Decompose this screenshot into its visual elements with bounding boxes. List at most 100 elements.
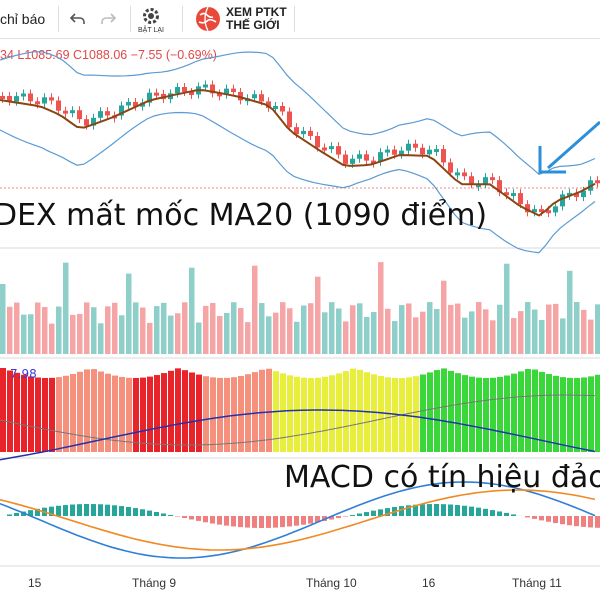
volume-bar <box>371 312 377 354</box>
macd-histogram-bar <box>245 516 250 528</box>
settings-caption: BẬT LẠI <box>138 26 164 34</box>
volume-bar <box>504 263 510 354</box>
macd-histogram-bar <box>315 516 320 523</box>
macd-histogram-bar <box>497 511 502 516</box>
ohlc-low: L1085.69 <box>17 48 70 62</box>
world-analysis-link[interactable]: XEM PTKT THẾ GIỚI <box>194 0 287 38</box>
macd-histogram-bar <box>532 516 537 519</box>
candle <box>385 149 390 153</box>
macd-histogram-bar <box>140 509 145 516</box>
candle <box>238 92 243 101</box>
volume-bar <box>126 273 132 354</box>
volume-bar <box>532 309 538 354</box>
candle <box>511 193 516 197</box>
indicator-pane <box>0 368 600 461</box>
candle <box>560 194 565 207</box>
volume-bar <box>182 302 188 354</box>
volume-bar <box>259 303 265 354</box>
candle <box>427 149 432 155</box>
candle <box>483 177 488 185</box>
candle <box>581 190 586 198</box>
indicator-bar <box>434 370 440 452</box>
gear-icon <box>143 7 159 24</box>
candle <box>462 172 467 177</box>
macd-histogram-bar <box>70 504 75 516</box>
indicator-bar <box>301 377 307 452</box>
indicator-bar <box>35 377 41 452</box>
candle <box>308 130 313 136</box>
undo-button[interactable] <box>68 0 88 38</box>
macd-histogram-bar <box>567 516 572 526</box>
candle <box>210 84 215 94</box>
candle <box>420 147 425 155</box>
indicator-bar <box>385 377 391 452</box>
indicator-bar <box>378 376 384 452</box>
macd-pane <box>0 481 600 559</box>
volume-bar <box>490 320 496 354</box>
candle <box>364 154 369 161</box>
ma20-path <box>0 89 596 217</box>
macd-histogram-bar <box>28 510 33 516</box>
indicator-bar <box>21 374 27 452</box>
macd-histogram-bar <box>434 504 439 516</box>
indicator-bar <box>217 377 223 452</box>
volume-bar <box>77 313 83 354</box>
macd-histogram-bar <box>217 516 222 525</box>
macd-histogram-bar <box>525 516 530 518</box>
volume-bars <box>0 262 600 354</box>
macd-histogram-bar <box>364 512 369 516</box>
time-axis-label: 16 <box>422 576 436 590</box>
indicator-bar <box>483 377 489 452</box>
candle <box>441 149 446 163</box>
macd-histogram-bar <box>63 505 68 516</box>
indicator-bar <box>140 377 146 452</box>
macd-histogram-bar <box>581 516 586 527</box>
volume-bar <box>553 303 559 354</box>
volume-bar <box>511 318 517 354</box>
candle <box>490 177 495 181</box>
globe-icon <box>196 6 220 32</box>
volume-bar <box>35 302 41 354</box>
candle <box>497 180 502 193</box>
candle <box>42 97 47 104</box>
volume-bar <box>161 302 167 354</box>
time-axis-label: 15 <box>28 576 42 590</box>
macd-histogram-bar <box>287 516 292 527</box>
macd-histogram-bar <box>476 507 481 516</box>
volume-bar <box>287 308 293 354</box>
indicators-button[interactable]: chỉ báo <box>0 0 45 38</box>
volume-bar <box>378 262 384 354</box>
volume-bar <box>133 302 139 354</box>
redo-button[interactable] <box>98 0 118 38</box>
volume-bar <box>525 302 531 354</box>
macd-histogram-bar <box>210 516 215 524</box>
indicator-bar <box>588 376 594 452</box>
indicator-bar <box>154 375 160 452</box>
volume-bar <box>308 303 314 354</box>
macd-histogram-bar <box>539 516 544 521</box>
macd-histogram-bar <box>553 516 558 524</box>
candle <box>378 152 383 162</box>
macd-histogram-bar <box>91 504 96 516</box>
indicator-bar <box>308 377 314 452</box>
macd-histogram-bar <box>294 516 299 526</box>
candle <box>84 119 89 126</box>
volume-bar <box>28 314 34 354</box>
volume-bar <box>413 317 419 354</box>
candle <box>217 93 222 97</box>
candle <box>350 158 355 164</box>
settings-button[interactable]: BẬT LẠI <box>138 0 164 38</box>
candle <box>182 87 187 92</box>
volume-bar <box>343 321 349 354</box>
indicator-bar <box>343 371 349 452</box>
indicator-bar <box>126 377 132 452</box>
indicator-bar <box>196 374 202 452</box>
volume-bar <box>560 318 566 354</box>
indicator-bar <box>56 377 62 452</box>
macd-histogram-bar <box>357 513 362 516</box>
indicator-bar <box>252 372 258 452</box>
indicator-bar <box>518 371 524 452</box>
volume-bar <box>350 305 356 354</box>
volume-bar <box>203 305 209 354</box>
